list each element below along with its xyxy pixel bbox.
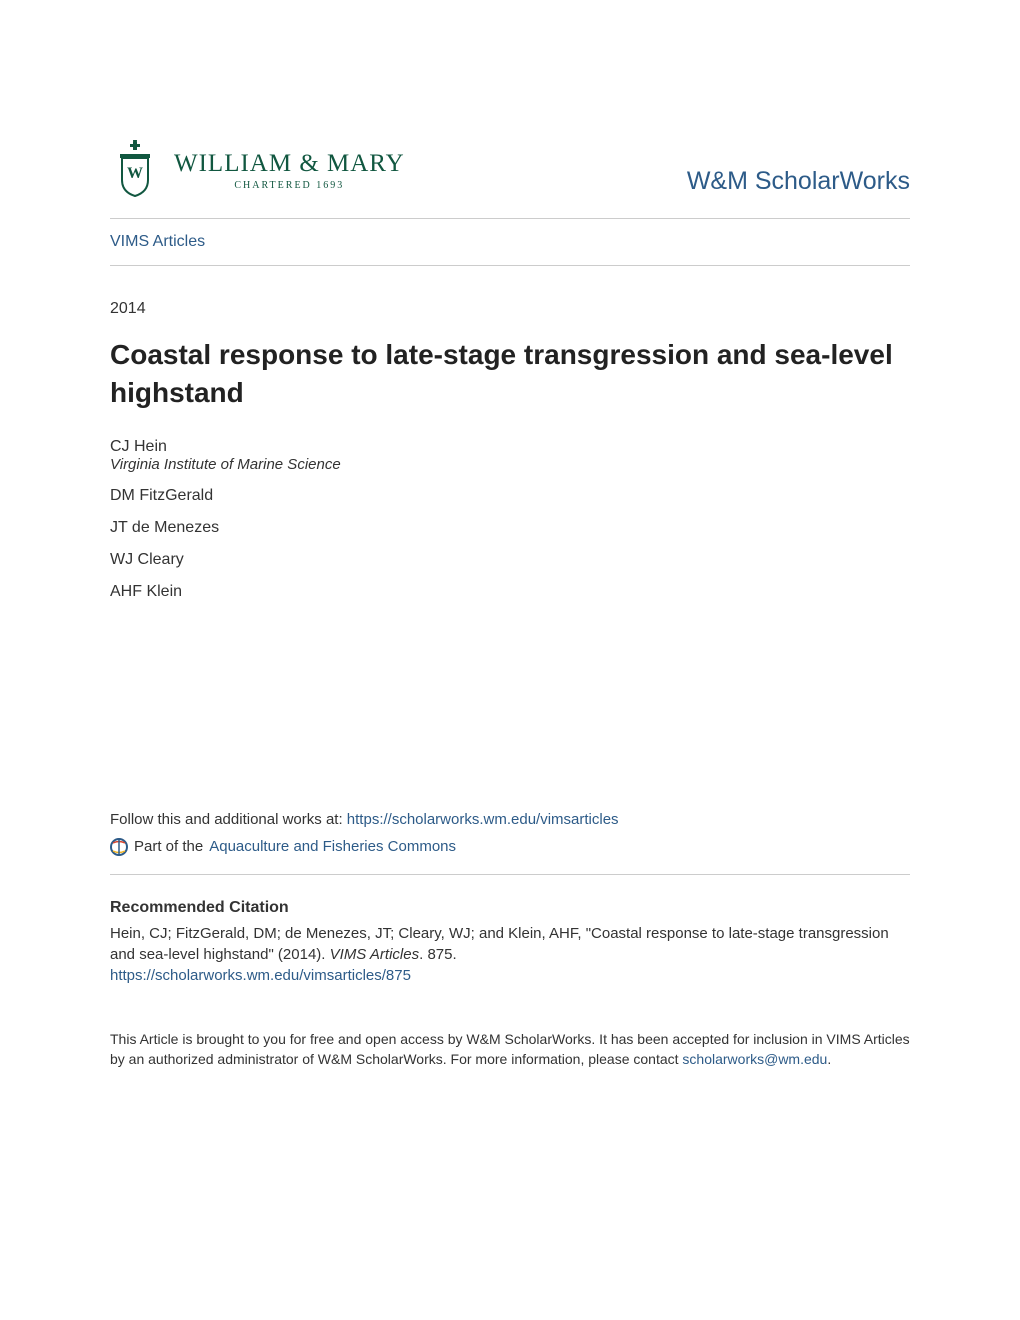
author-item: DM FitzGerald: [110, 487, 910, 505]
logo-wordmark: WILLIAM & MARY: [174, 150, 405, 178]
svg-text:W: W: [127, 165, 143, 182]
contact-email-link[interactable]: scholarworks@wm.edu: [682, 1051, 827, 1067]
author-item: CJ Hein Virginia Institute of Marine Sci…: [110, 438, 910, 473]
header: W WILLIAM & MARY CHARTERED 1693 W&M Scho…: [110, 140, 910, 219]
author-item: AHF Klein: [110, 583, 910, 601]
citation-series: VIMS Articles: [330, 946, 419, 963]
author-name: WJ Cleary: [110, 551, 910, 569]
article-title: Coastal response to late-stage transgres…: [110, 336, 910, 412]
author-item: JT de Menezes: [110, 519, 910, 537]
citation-pre: Hein, CJ; FitzGerald, DM; de Menezes, JT…: [110, 925, 889, 963]
footer-note: This Article is brought to you for free …: [110, 1030, 910, 1069]
citation-url-link[interactable]: https://scholarworks.wm.edu/vimsarticles…: [110, 967, 411, 984]
site-name-link[interactable]: W&M ScholarWorks: [687, 167, 910, 200]
part-of-line: Part of the Aquaculture and Fisheries Co…: [110, 838, 910, 856]
network-icon: [110, 838, 128, 856]
citation-post: . 875.: [419, 946, 457, 963]
breadcrumb-link[interactable]: VIMS Articles: [110, 233, 205, 250]
wm-crest-icon: W: [110, 140, 160, 200]
footer-post: .: [827, 1051, 831, 1067]
publication-year: 2014: [110, 300, 910, 318]
author-affiliation: Virginia Institute of Marine Science: [110, 456, 910, 473]
citation-heading: Recommended Citation: [110, 897, 910, 919]
author-name: DM FitzGerald: [110, 487, 910, 505]
follow-section: Follow this and additional works at: htt…: [110, 811, 910, 875]
citation-text: Hein, CJ; FitzGerald, DM; de Menezes, JT…: [110, 923, 910, 965]
institution-logo[interactable]: W WILLIAM & MARY CHARTERED 1693: [110, 140, 405, 200]
citation-section: Recommended Citation Hein, CJ; FitzGeral…: [110, 897, 910, 986]
authors-list: CJ Hein Virginia Institute of Marine Sci…: [110, 438, 910, 601]
commons-link[interactable]: Aquaculture and Fisheries Commons: [209, 838, 456, 855]
breadcrumb: VIMS Articles: [110, 219, 910, 266]
logo-charter: CHARTERED 1693: [174, 180, 405, 191]
author-name: CJ Hein: [110, 438, 910, 456]
part-prefix: Part of the: [134, 838, 203, 855]
author-name: JT de Menezes: [110, 519, 910, 537]
author-item: WJ Cleary: [110, 551, 910, 569]
follow-prefix: Follow this and additional works at:: [110, 811, 347, 828]
author-name: AHF Klein: [110, 583, 910, 601]
logo-text: WILLIAM & MARY CHARTERED 1693: [174, 150, 405, 191]
follow-url-link[interactable]: https://scholarworks.wm.edu/vimsarticles: [347, 811, 619, 828]
follow-line: Follow this and additional works at: htt…: [110, 811, 910, 828]
